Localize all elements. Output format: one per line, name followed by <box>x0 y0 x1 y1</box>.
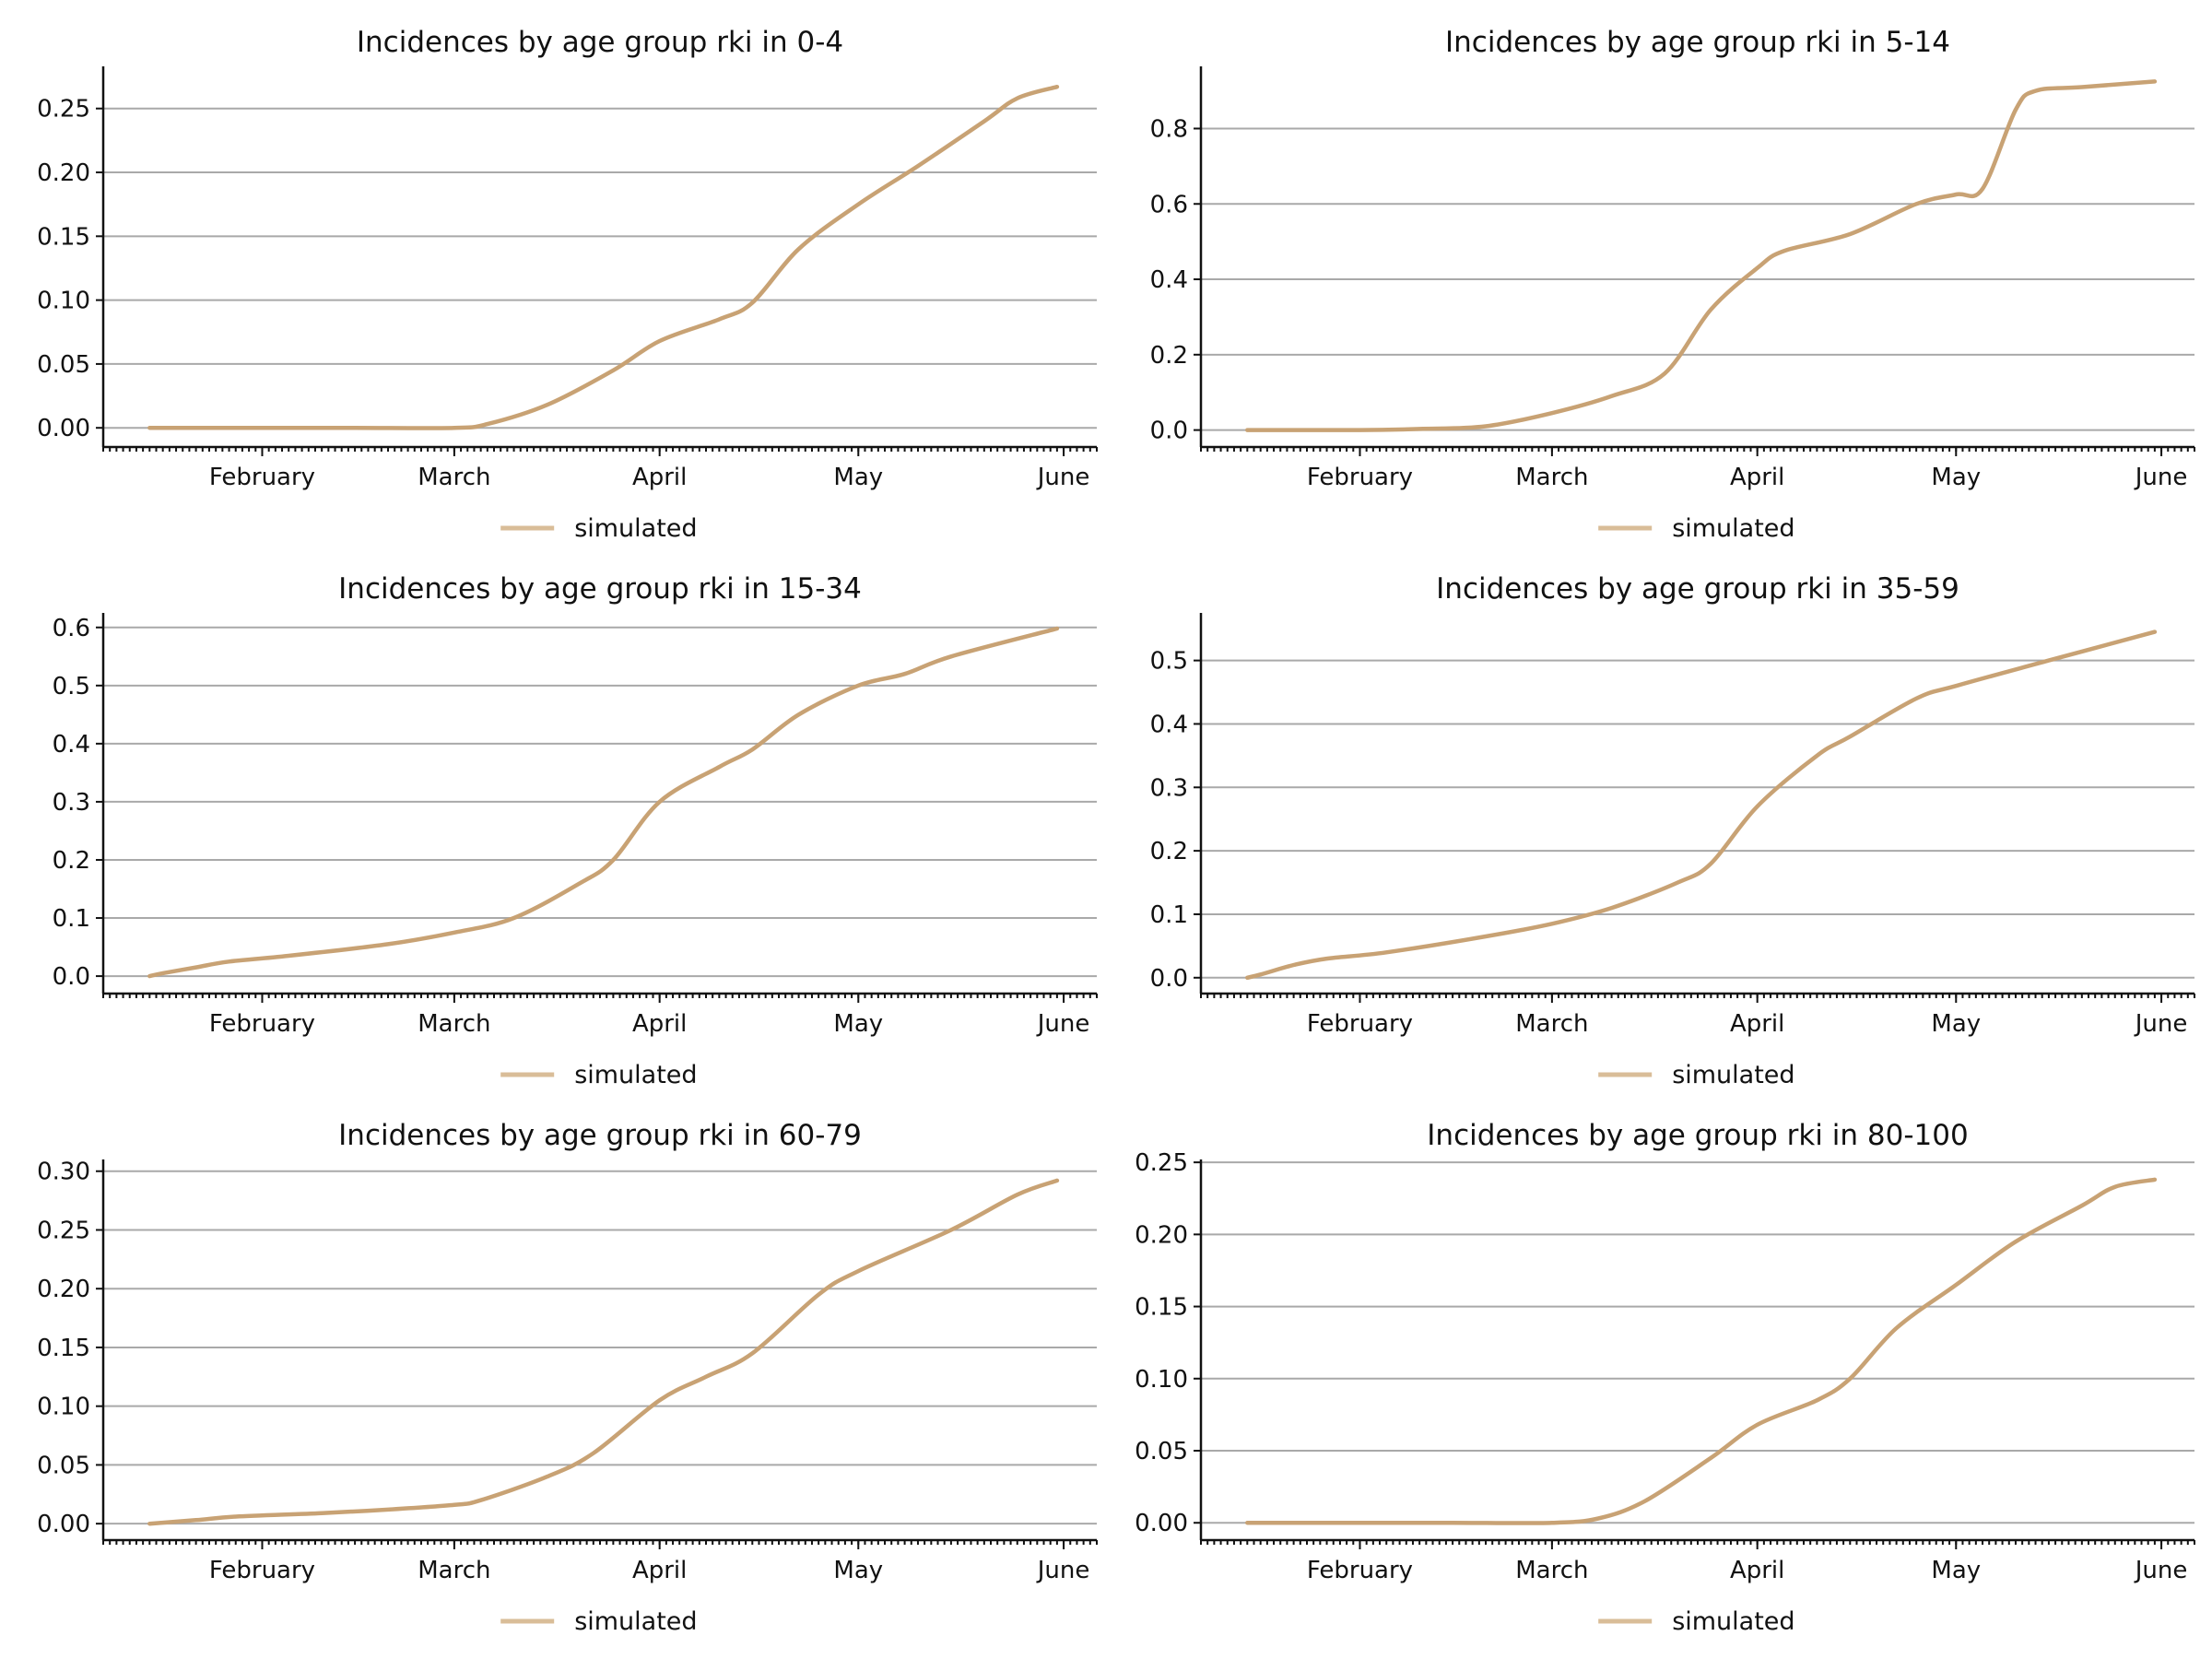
x-tick-label: March <box>418 1557 490 1584</box>
x-tick-label: March <box>418 1010 490 1038</box>
y-tick-label: 0.00 <box>37 415 90 442</box>
y-tick-label: 0.6 <box>53 615 90 642</box>
chart-title: Incidences by age group rki in 0-4 <box>357 26 843 59</box>
y-tick-label: 0.15 <box>37 223 90 251</box>
y-tick-label: 0.30 <box>37 1159 90 1186</box>
y-tick-label: 0.4 <box>1150 266 1188 294</box>
series-line-simulated <box>1245 1177 2158 1525</box>
x-tick-label: May <box>833 1010 883 1038</box>
x-tick-label: March <box>1515 1557 1588 1584</box>
y-tick-label: 0.25 <box>37 96 90 124</box>
x-tick-label: February <box>209 464 315 491</box>
x-tick-label: May <box>833 1557 883 1584</box>
subplot-5: Incidences by age group rki in 60-79 0.00… <box>37 1119 1098 1636</box>
y-tick-label: 0.05 <box>37 351 90 379</box>
y-tick-label: 0.5 <box>53 673 90 700</box>
series-line-simulated <box>147 84 1060 430</box>
y-tick-label: 0.25 <box>1135 1149 1188 1177</box>
x-tick-label: May <box>833 464 883 491</box>
y-tick-label: 0.3 <box>53 789 90 817</box>
y-tick-label: 0.10 <box>37 288 90 315</box>
x-tick-label: February <box>209 1010 315 1038</box>
x-tick-label: May <box>1931 1557 1981 1584</box>
y-tick-label: 0.3 <box>1150 774 1188 802</box>
legend: simulated <box>500 1607 698 1636</box>
x-tick-label: June <box>1036 1010 1090 1038</box>
subplot-1: Incidences by age group rki in 0-4 0.00 0.… <box>37 26 1098 543</box>
series-line-simulated <box>1245 79 2158 432</box>
y-tick-label: 0.4 <box>53 731 90 759</box>
x-tick-label: March <box>1515 1010 1588 1038</box>
chart-title: Incidences by age group rki in 60-79 <box>338 1119 862 1152</box>
legend-label: simulated <box>1672 1061 1794 1089</box>
x-tick-label: June <box>2134 1557 2188 1584</box>
x-tick-label: February <box>1307 464 1413 491</box>
y-tick-label: 0.6 <box>1150 191 1188 218</box>
legend: simulated <box>1598 1607 1795 1636</box>
x-tick-label: May <box>1931 464 1981 491</box>
y-tick-label: 0.0 <box>1150 965 1188 993</box>
y-tick-label: 0.15 <box>37 1335 90 1362</box>
y-tick-label: 0.1 <box>53 905 90 933</box>
x-tick-label: June <box>1036 1557 1090 1584</box>
x-tick-label: June <box>2134 464 2188 491</box>
legend: simulated <box>500 514 698 543</box>
y-tick-label: 0.10 <box>1135 1366 1188 1394</box>
y-tick-label: 0.5 <box>1150 648 1188 676</box>
y-tick-label: 0.20 <box>37 1276 90 1303</box>
x-tick-label: April <box>632 1557 687 1584</box>
subplot-4: Incidences by age group rki in 35-59 0.0 0… <box>1150 572 2195 1089</box>
series-line-simulated <box>1245 629 2158 981</box>
legend: simulated <box>1598 514 1795 543</box>
subplot-3: Incidences by age group rki in 15-34 0.0 0… <box>53 572 1098 1089</box>
subplot-2: Incidences by age group rki in 5-14 0.0 0.… <box>1150 26 2195 543</box>
legend-label: simulated <box>574 514 697 543</box>
x-tick-label: March <box>418 464 490 491</box>
y-tick-label: 0.0 <box>1150 418 1188 445</box>
chart-title: Incidences by age group rki in 15-34 <box>338 572 862 606</box>
legend-label: simulated <box>574 1607 697 1636</box>
x-tick-label: February <box>1307 1010 1413 1038</box>
x-tick-label: June <box>2134 1010 2188 1038</box>
y-tick-label: 0.00 <box>37 1511 90 1538</box>
chart-title: Incidences by age group rki in 5-14 <box>1445 26 1950 59</box>
y-tick-label: 0.2 <box>53 847 90 875</box>
subplot-6: Incidences by age group rki in 80-100 0.0… <box>1135 1119 2195 1636</box>
legend-label: simulated <box>1672 514 1794 543</box>
y-tick-label: 0.25 <box>37 1217 90 1244</box>
y-tick-label: 0.00 <box>1135 1510 1188 1537</box>
y-tick-label: 0.20 <box>37 159 90 187</box>
y-tick-label: 0.05 <box>1135 1438 1188 1465</box>
x-tick-label: March <box>1515 464 1588 491</box>
x-tick-label: April <box>1730 1010 1784 1038</box>
y-tick-label: 0.8 <box>1150 115 1188 143</box>
y-tick-label: 0.05 <box>37 1452 90 1479</box>
y-tick-label: 0.2 <box>1150 838 1188 865</box>
series-line-simulated <box>147 1178 1060 1526</box>
x-tick-label: February <box>1307 1557 1413 1584</box>
y-tick-label: 0.1 <box>1150 901 1188 929</box>
series-line-simulated <box>147 626 1060 979</box>
y-tick-label: 0.20 <box>1135 1221 1188 1249</box>
y-tick-label: 0.4 <box>1150 711 1188 738</box>
y-tick-label: 0.15 <box>1135 1294 1188 1322</box>
x-tick-label: April <box>1730 1557 1784 1584</box>
x-tick-label: April <box>1730 464 1784 491</box>
x-tick-label: June <box>1036 464 1090 491</box>
y-tick-label: 0.10 <box>37 1394 90 1421</box>
y-tick-label: 0.0 <box>53 963 90 991</box>
chart-title: Incidences by age group rki in 35-59 <box>1436 572 1959 606</box>
legend-label: simulated <box>1672 1607 1794 1636</box>
legend: simulated <box>500 1061 698 1089</box>
y-tick-label: 0.2 <box>1150 342 1188 370</box>
legend-label: simulated <box>574 1061 697 1089</box>
chart-title: Incidences by age group rki in 80-100 <box>1427 1119 1968 1152</box>
x-tick-label: May <box>1931 1010 1981 1038</box>
x-tick-label: April <box>632 464 687 491</box>
x-tick-label: February <box>209 1557 315 1584</box>
x-tick-label: April <box>632 1010 687 1038</box>
legend: simulated <box>1598 1061 1795 1089</box>
